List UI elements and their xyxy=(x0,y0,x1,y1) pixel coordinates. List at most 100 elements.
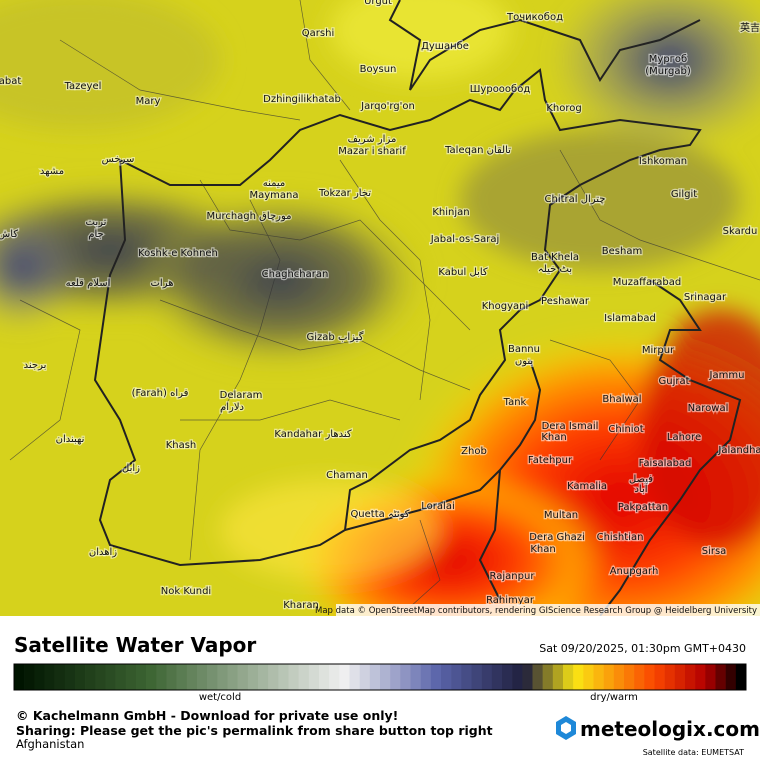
scale-cell xyxy=(542,664,554,690)
scale-cell xyxy=(451,664,462,690)
scale-cell xyxy=(634,664,645,690)
scale-cell xyxy=(583,664,594,690)
scale-cell xyxy=(339,664,350,690)
brand: meteologix.com xyxy=(580,717,760,741)
city-label: Точикобод xyxy=(506,12,563,23)
scale-cell xyxy=(471,664,482,690)
scale-cell xyxy=(186,664,198,690)
scale-cell xyxy=(14,664,25,690)
color-scale xyxy=(13,663,747,691)
attribution-bg xyxy=(336,604,760,616)
city-label: Tank xyxy=(503,397,527,408)
city-label: Chiniot xyxy=(608,424,643,435)
city-label: Chaman xyxy=(326,470,368,481)
scale-cell xyxy=(75,664,86,690)
city-label: Mirpur xyxy=(642,345,675,356)
city-label: Mazar i sharif xyxy=(338,146,406,157)
city-label: نهبندان xyxy=(56,434,85,445)
scale-cell xyxy=(237,664,249,690)
city-label: Delaram xyxy=(220,390,263,401)
attribution: Map data © OpenStreetMap contributors, r… xyxy=(315,606,757,616)
scale-cell xyxy=(349,664,360,690)
city-label: جام xyxy=(88,229,103,240)
scale-cell xyxy=(359,664,371,690)
city-label: Narowal xyxy=(688,403,729,414)
source: Satellite data: EUMETSAT xyxy=(643,748,744,757)
city-label: Ishkoman xyxy=(639,156,687,167)
scale-cell xyxy=(674,664,686,690)
city-label: (Farah) فراه xyxy=(132,388,189,399)
scale-cell xyxy=(715,664,726,690)
city-label: Kabul کابل xyxy=(438,267,488,278)
city-label: Jarqo'rg'on xyxy=(360,101,415,112)
scale-cell xyxy=(410,664,421,690)
scale-cell xyxy=(95,664,106,690)
city-label: Anupgarh xyxy=(610,566,659,577)
scale-cell xyxy=(532,664,543,690)
scale-cell xyxy=(207,664,218,690)
scale-cell xyxy=(54,664,66,690)
scale-cell xyxy=(24,664,35,690)
city-label: Шуроообод xyxy=(470,84,531,95)
scale-cell xyxy=(420,664,432,690)
city-label: Chishtian xyxy=(597,532,644,543)
scale-cell xyxy=(573,664,584,690)
scale-cell xyxy=(735,664,747,690)
city-label: Tokzar تخار xyxy=(318,188,371,199)
city-label: سرخس xyxy=(102,154,135,165)
scale-cell xyxy=(695,664,706,690)
city-label: Fatehpur xyxy=(528,455,573,466)
scale-cell xyxy=(502,664,513,690)
city-label: Rahimyar xyxy=(486,595,535,606)
city-label: Maymana xyxy=(249,190,298,201)
city-label: Quetta کوئٹہ xyxy=(350,509,409,520)
scale-cell xyxy=(481,664,493,690)
city-label: زابل xyxy=(122,463,140,474)
city-label: بٹ خیلہ xyxy=(538,264,572,275)
scale-cell xyxy=(44,664,55,690)
scale-cell xyxy=(654,664,665,690)
city-label: Islamabad xyxy=(604,313,656,324)
city-label: Dzhingilikhatab xyxy=(263,94,341,105)
city-label: Skardu xyxy=(723,226,758,237)
datetime: Sat 09/20/2025, 01:30pm GMT+0430 xyxy=(539,642,746,655)
scale-cell xyxy=(197,664,208,690)
city-label: Khash xyxy=(166,440,197,451)
city-label: تربت xyxy=(86,217,107,228)
scale-cell xyxy=(563,664,574,690)
city-label: Душанбе xyxy=(421,41,469,52)
city-label: Qarshi xyxy=(302,28,334,39)
city-label: Jalandha xyxy=(717,445,760,456)
city-label: Tazeyel xyxy=(64,81,102,92)
city-label: Khinjan xyxy=(432,207,469,218)
scale-cell xyxy=(115,664,127,690)
scale-cell xyxy=(247,664,259,690)
scale-cell xyxy=(125,664,137,690)
city-label: Jammu xyxy=(709,370,745,381)
city-label: abat xyxy=(0,76,21,87)
scale-cell xyxy=(624,664,635,690)
city-label: Pakpattan xyxy=(618,502,668,513)
scale-cell xyxy=(268,664,279,690)
city-label: Kandahar کندهار xyxy=(274,429,352,440)
scale-cell xyxy=(176,664,188,690)
city-label: Khogyani xyxy=(482,301,529,312)
city-label: Bat Khela xyxy=(531,252,579,263)
scale-cell xyxy=(85,664,96,690)
brand-logo-inner xyxy=(561,722,571,734)
city-label: Mary xyxy=(136,96,161,107)
scale-left-label: wet/cold xyxy=(199,692,241,703)
footer: Satellite Water Vapor Sat 09/20/2025, 01… xyxy=(13,633,760,757)
city-label: Srinagar xyxy=(684,292,727,303)
city-label: Chaghcharan xyxy=(262,269,329,280)
city-label: بنوں xyxy=(515,356,533,367)
scale-cell xyxy=(613,664,625,690)
city-label: Rajanpur xyxy=(490,571,536,582)
scale-cell xyxy=(166,664,177,690)
city-label: Kharan xyxy=(283,600,319,611)
scale-cell xyxy=(512,664,523,690)
city-label: Gujrat xyxy=(658,376,689,387)
scale-cell xyxy=(685,664,696,690)
city-label: فیصل xyxy=(629,474,653,485)
